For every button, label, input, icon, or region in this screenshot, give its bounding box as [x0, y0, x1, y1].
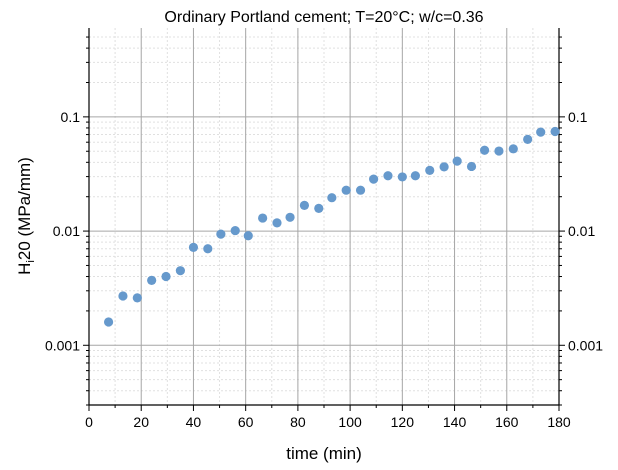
data-point [523, 134, 533, 144]
data-point [479, 145, 490, 155]
x-axis-ticks: 0 20 40 60 80 100 120 140 160 180 [85, 405, 571, 430]
data-point [536, 127, 546, 137]
data-point [494, 146, 504, 156]
data-point [230, 225, 240, 236]
data-point [118, 291, 128, 301]
data-point [397, 172, 407, 182]
data-point [216, 229, 226, 239]
x-tick-label: 100 [338, 414, 362, 430]
data-point [147, 275, 157, 285]
data-point [383, 171, 393, 181]
data-point [550, 126, 560, 137]
y-axis-ticks: 0.001 0.001 0.01 0.01 0.1 0.1 [45, 36, 603, 406]
minor-gridlines [89, 28, 559, 406]
data-point [508, 144, 518, 154]
data-point [175, 266, 185, 276]
data-point [258, 213, 268, 223]
data-point [243, 231, 253, 241]
data-point [439, 162, 449, 172]
x-tick-label: 180 [547, 414, 571, 430]
data-point [161, 271, 171, 282]
major-gridlines [89, 28, 559, 405]
data-point [425, 165, 435, 175]
x-tick-label: 80 [290, 414, 306, 430]
data-point [188, 242, 199, 252]
y-axis-title-subscript: i [25, 260, 37, 262]
data-point [203, 244, 213, 254]
data-point [314, 203, 324, 213]
data-point [369, 174, 379, 184]
y-axis-title-rest: 20 (MPa/mm) [15, 157, 34, 260]
data-point [466, 161, 477, 172]
y-tick-label-right: 0.1 [568, 109, 588, 125]
y-tick-label-left: 0.1 [61, 109, 81, 125]
data-points [103, 126, 560, 327]
y-tick-label-left: 0.001 [45, 337, 80, 353]
x-tick-label: 40 [186, 414, 202, 430]
y-axis-title-main: H [15, 263, 34, 275]
y-axis-title: Hi20 (MPa/mm) [15, 157, 37, 275]
x-tick-label: 60 [238, 414, 254, 430]
x-tick-label: 140 [443, 414, 467, 430]
x-tick-label: 20 [133, 414, 149, 430]
x-tick-label: 0 [85, 414, 93, 430]
data-point [132, 293, 142, 303]
y-tick-label-right: 0.01 [568, 223, 595, 239]
x-tick-label: 160 [495, 414, 519, 430]
data-point [272, 218, 282, 228]
x-tick-label: 120 [391, 414, 415, 430]
data-point [341, 185, 351, 195]
data-point [327, 193, 337, 203]
y-tick-label-left: 0.01 [53, 223, 80, 239]
data-point [285, 212, 295, 222]
x-axis-title: time (min) [286, 444, 362, 463]
data-point [103, 317, 114, 327]
data-point [355, 185, 366, 195]
data-point [452, 156, 462, 166]
chart-title: Ordinary Portland cement; T=20°C; w/c=0.… [164, 9, 483, 26]
data-point [410, 171, 420, 181]
data-point [299, 200, 310, 210]
y-tick-label-right: 0.001 [568, 337, 603, 353]
